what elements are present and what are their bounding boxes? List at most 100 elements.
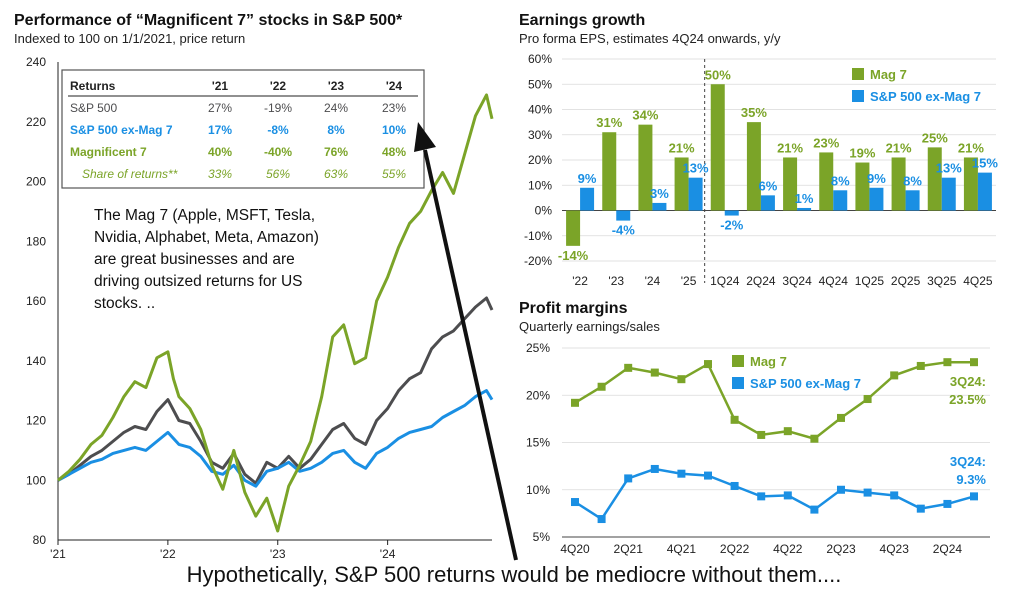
earn-value-label: 25% bbox=[922, 130, 948, 145]
margins-subtitle: Quarterly earnings/sales bbox=[519, 319, 660, 334]
marg-x-tick: 4Q23 bbox=[880, 542, 910, 556]
earn-bar-ex-mag7 bbox=[977, 172, 992, 211]
marg-legend-label: Mag 7 bbox=[750, 354, 787, 369]
earn-value-label: 8% bbox=[831, 173, 850, 188]
marg-marker-mag7 bbox=[810, 434, 819, 443]
earn-bar-ex-mag7 bbox=[616, 210, 631, 221]
earn-y-tick: -10% bbox=[524, 229, 552, 243]
earn-bar-ex-mag7 bbox=[941, 177, 956, 211]
earn-x-tick: 4Q25 bbox=[963, 274, 993, 288]
earn-bar-ex-mag7 bbox=[688, 177, 703, 211]
perf-title: Performance of “Magnificent 7” stocks in… bbox=[14, 12, 403, 29]
earn-value-label: 19% bbox=[849, 146, 875, 161]
margins-title: Profit margins bbox=[519, 300, 628, 317]
perf-y-tick: 140 bbox=[26, 354, 46, 368]
earn-y-tick: 30% bbox=[528, 128, 552, 142]
marg-marker-mag7 bbox=[890, 371, 899, 380]
marg-marker-mag7 bbox=[571, 398, 579, 407]
marg-x-tick: 2Q21 bbox=[614, 542, 644, 556]
earn-value-label: 9% bbox=[867, 171, 886, 186]
marg-x-tick: 2Q22 bbox=[720, 542, 750, 556]
perf-chart: 80 100 120 140 160 180 200 220 240 '21 '22 '23 '24 bbox=[26, 55, 494, 561]
table-header: '22 bbox=[270, 79, 287, 93]
earn-bar-ex-mag7 bbox=[724, 210, 739, 216]
marg-end-label: 9.3% bbox=[956, 472, 986, 487]
earn-value-label: 9% bbox=[578, 171, 597, 186]
marg-marker-ex-mag7 bbox=[704, 471, 712, 480]
earn-value-label: 50% bbox=[705, 67, 731, 82]
earn-x-tick: 2Q25 bbox=[891, 274, 921, 288]
perf-x-tick: '22 bbox=[160, 547, 176, 561]
marg-marker-mag7 bbox=[624, 363, 633, 372]
marg-marker-ex-mag7 bbox=[677, 469, 686, 478]
earn-x-tick: 4Q24 bbox=[819, 274, 849, 288]
perf-y-tick: 160 bbox=[26, 294, 46, 308]
earnings-subtitle: Pro forma EPS, estimates 4Q24 onwards, y… bbox=[519, 31, 781, 46]
marg-x-tick: 2Q24 bbox=[933, 542, 963, 556]
earn-value-label: 13% bbox=[683, 161, 709, 176]
marg-marker-ex-mag7 bbox=[571, 498, 579, 507]
marg-marker-ex-mag7 bbox=[970, 492, 978, 501]
earn-value-label: 3% bbox=[650, 186, 669, 201]
marg-marker-ex-mag7 bbox=[597, 515, 606, 524]
marg-marker-mag7 bbox=[704, 360, 712, 369]
earn-y-tick: 0% bbox=[535, 204, 553, 218]
earn-value-label: 34% bbox=[632, 108, 658, 123]
earn-value-label: 21% bbox=[958, 140, 984, 155]
perf-y-tick: 220 bbox=[26, 115, 46, 129]
earn-y-tick: 40% bbox=[528, 103, 552, 117]
earn-bar-mag7 bbox=[963, 157, 978, 211]
margins-chart: 5% 10% 15% 20% 25% 4Q20 2Q21 4Q21 2Q22 4Q22 2Q23 4Q… bbox=[526, 341, 990, 556]
earn-legend-label: Mag 7 bbox=[870, 67, 907, 82]
earn-bar-mag7 bbox=[746, 122, 761, 211]
earnings-title: Earnings growth bbox=[519, 12, 645, 29]
table-cell: 48% bbox=[382, 145, 406, 159]
earn-legend-label: S&P 500 ex-Mag 7 bbox=[870, 89, 981, 104]
perf-y-tick: 120 bbox=[26, 414, 46, 428]
table-cell: 40% bbox=[208, 145, 232, 159]
table-cell: 63% bbox=[324, 167, 348, 181]
earn-bar-mag7 bbox=[819, 152, 834, 211]
table-header: '24 bbox=[386, 79, 403, 93]
earn-bar-ex-mag7 bbox=[905, 190, 920, 211]
marg-x-tick: 2Q23 bbox=[826, 542, 856, 556]
marg-marker-mag7 bbox=[757, 430, 766, 439]
table-frame bbox=[61, 69, 425, 189]
table-cell: 76% bbox=[324, 145, 348, 159]
earn-value-label: 13% bbox=[936, 161, 962, 176]
perf-y-tick: 240 bbox=[26, 55, 46, 69]
returns-table: Returns '21 '22 '23 '24 S&P 500 27% -19% 24% 23% S… bbox=[61, 69, 425, 189]
table-cell: 33% bbox=[208, 167, 232, 181]
caption: Hypothetically, S&P 500 returns would be… bbox=[186, 562, 842, 587]
marg-marker-mag7 bbox=[837, 413, 845, 422]
marg-marker-ex-mag7 bbox=[916, 504, 925, 513]
marg-marker-mag7 bbox=[730, 415, 739, 424]
marg-end-label: 3Q24: bbox=[950, 374, 986, 389]
earn-value-label: 21% bbox=[669, 140, 695, 155]
table-cell: 8% bbox=[327, 123, 345, 137]
earn-value-label: -14% bbox=[558, 248, 589, 263]
marg-marker-mag7 bbox=[970, 358, 978, 367]
table-row-label: S&P 500 bbox=[70, 101, 117, 115]
earn-value-label: -2% bbox=[720, 218, 744, 233]
earn-x-tick: 3Q25 bbox=[927, 274, 957, 288]
earn-y-tick: 60% bbox=[528, 52, 552, 66]
earn-bar-ex-mag7 bbox=[797, 207, 812, 211]
table-header: '21 bbox=[212, 79, 229, 93]
table-cell: -19% bbox=[264, 101, 292, 115]
marg-legend-swatch bbox=[732, 355, 744, 367]
table-cell: 23% bbox=[382, 101, 406, 115]
marg-marker-mag7 bbox=[650, 368, 659, 377]
marg-marker-ex-mag7 bbox=[650, 464, 659, 473]
earn-bar-mag7 bbox=[566, 210, 581, 246]
marg-x-tick: 4Q22 bbox=[773, 542, 803, 556]
earn-value-label: -4% bbox=[612, 223, 636, 238]
marg-y-tick: 5% bbox=[533, 530, 551, 544]
earn-bar-mag7 bbox=[674, 157, 689, 211]
earn-y-tick: -20% bbox=[524, 254, 552, 268]
table-cell: -8% bbox=[267, 123, 289, 137]
marg-marker-mag7 bbox=[677, 375, 686, 384]
marg-marker-ex-mag7 bbox=[943, 499, 952, 508]
earn-x-tick: '23 bbox=[608, 274, 624, 288]
earn-value-label: 15% bbox=[972, 156, 998, 171]
